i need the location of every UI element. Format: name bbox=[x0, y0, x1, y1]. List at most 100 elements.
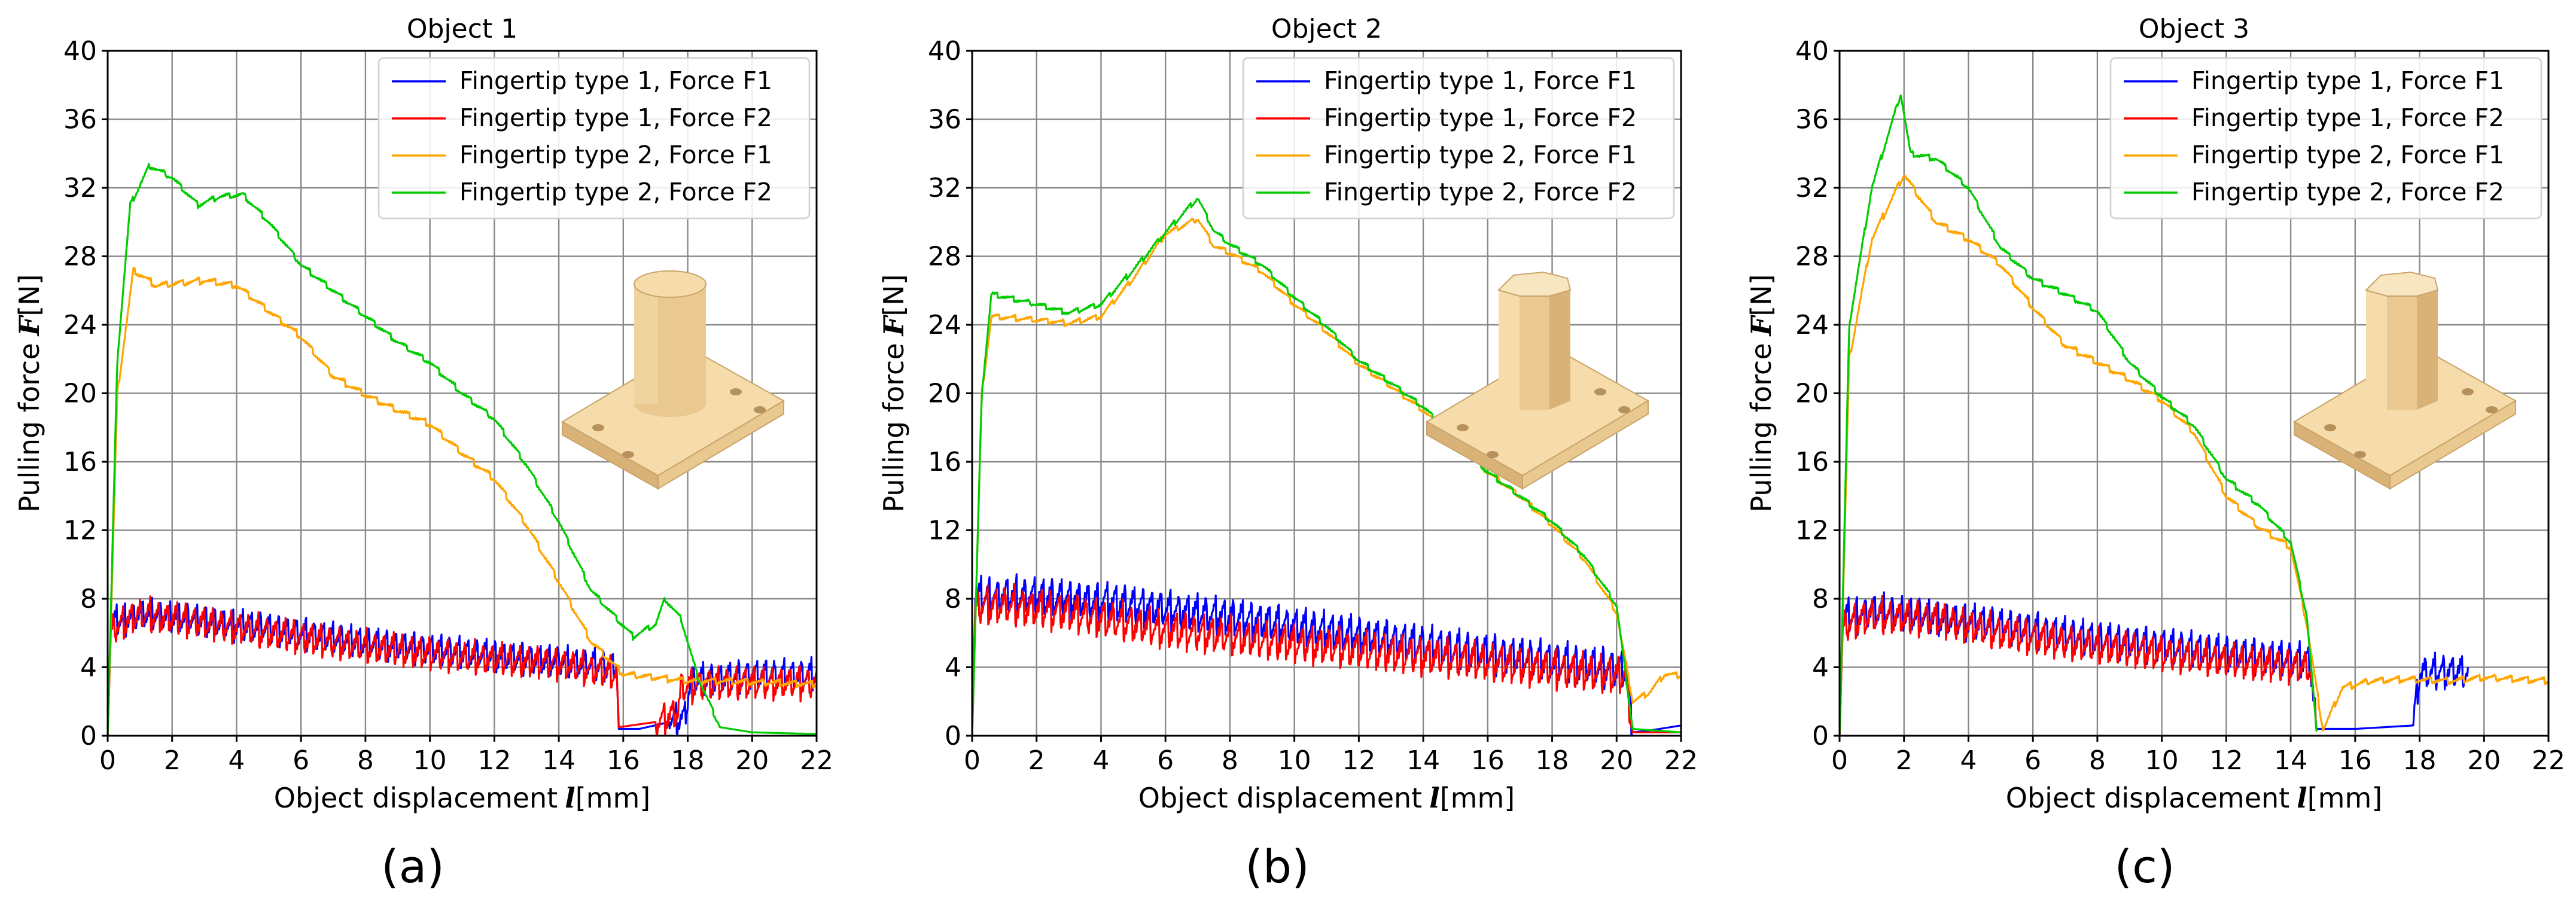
legend-item: Fingertip type 1, Force F2 bbox=[1324, 103, 1637, 132]
legend: Fingertip type 1, Force F1 Fingertip type… bbox=[1242, 57, 1675, 220]
legend: Fingertip type 1, Force F1 Fingertip type… bbox=[2109, 57, 2542, 220]
chart-panel-2: 0 2 4 6 8 10 12 14 16 18 20 220481216202428323640Ob… bbox=[878, 14, 1698, 893]
y-tick-label: 8 bbox=[945, 584, 961, 614]
y-tick-label: 40 bbox=[1795, 36, 1829, 66]
y-tick-label: 0 bbox=[1812, 721, 1829, 751]
x-tick-label: 12 bbox=[2209, 745, 2243, 776]
y-tick-label: 8 bbox=[80, 584, 97, 614]
legend-item: Fingertip type 2, Force F1 bbox=[1324, 141, 1637, 169]
series-line-3 bbox=[108, 266, 817, 736]
chart-panel-3: 0 2 4 6 8 10 12 14 16 18 20 220481216202428323640Ob… bbox=[1745, 14, 2565, 893]
y-tick-label: 12 bbox=[928, 516, 961, 546]
x-tick-label: 2 bbox=[1028, 745, 1045, 776]
x-tick-label: 20 bbox=[1600, 745, 1633, 776]
y-tick-label: 24 bbox=[63, 310, 97, 340]
legend-item: Fingertip type 1, Force F1 bbox=[1324, 66, 1637, 95]
x-tick-label: 4 bbox=[1960, 745, 1977, 776]
x-tick-label: 8 bbox=[1222, 745, 1238, 776]
x-tick-label: 20 bbox=[735, 745, 769, 776]
x-tick-label: 10 bbox=[2145, 745, 2179, 776]
y-tick-label: 16 bbox=[1795, 447, 1829, 477]
x-tick-label: 14 bbox=[1406, 745, 1440, 776]
y-tick-label: 4 bbox=[80, 653, 97, 683]
y-tick-label: 16 bbox=[928, 447, 961, 477]
x-tick-label: 14 bbox=[542, 745, 576, 776]
x-tick-label: 18 bbox=[1536, 745, 1569, 776]
y-tick-label: 40 bbox=[63, 36, 97, 66]
x-tick-label: 18 bbox=[2403, 745, 2437, 776]
y-tick-label: 28 bbox=[63, 242, 97, 272]
chart-panel-1: 0 2 4 6 8 10 12 14 16 18 20 220481216202428323640Ob… bbox=[13, 14, 833, 893]
y-tick-label: 4 bbox=[1812, 653, 1829, 683]
y-tick-label: 16 bbox=[63, 447, 97, 477]
x-tick-label: 8 bbox=[2089, 745, 2106, 776]
panel-label: (b) bbox=[1245, 840, 1310, 893]
x-tick-label: 4 bbox=[228, 745, 245, 776]
x-tick-label: 12 bbox=[477, 745, 511, 776]
x-tick-label: 20 bbox=[2467, 745, 2501, 776]
chart-title: Object 3 bbox=[2139, 14, 2249, 44]
x-tick-label: 18 bbox=[671, 745, 705, 776]
x-tick-label: 6 bbox=[1157, 745, 1174, 776]
x-tick-label: 14 bbox=[2274, 745, 2307, 776]
y-tick-label: 24 bbox=[928, 310, 961, 340]
legend-item: Fingertip type 1, Force F1 bbox=[459, 66, 772, 95]
series-line-4 bbox=[108, 163, 817, 736]
series-line-4 bbox=[1840, 94, 2318, 736]
legend-item: Fingertip type 2, Force F2 bbox=[459, 178, 772, 206]
y-axis-label: Pulling forceF[N] bbox=[1745, 274, 1777, 512]
legend-item: Fingertip type 1, Force F2 bbox=[459, 103, 772, 132]
y-tick-label: 36 bbox=[928, 105, 961, 135]
series-line-2 bbox=[972, 583, 1681, 736]
y-tick-label: 20 bbox=[1795, 379, 1829, 409]
legend-item: Fingertip type 2, Force F1 bbox=[459, 141, 772, 169]
x-tick-label: 0 bbox=[99, 745, 116, 776]
y-tick-label: 36 bbox=[1795, 105, 1829, 135]
object-illustration bbox=[561, 270, 785, 490]
x-tick-label: 0 bbox=[1831, 745, 1848, 776]
series-line-2 bbox=[108, 595, 817, 736]
x-tick-label: 8 bbox=[357, 745, 374, 776]
y-tick-label: 4 bbox=[945, 653, 961, 683]
x-tick-label: 16 bbox=[607, 745, 640, 776]
y-tick-label: 28 bbox=[1795, 242, 1829, 272]
legend-item: Fingertip type 2, Force F2 bbox=[2191, 178, 2504, 206]
y-tick-label: 32 bbox=[63, 173, 97, 203]
y-axis-label: Pulling forceF[N] bbox=[878, 274, 910, 512]
legend: Fingertip type 1, Force F1 Fingertip type… bbox=[377, 57, 811, 220]
x-axis-label: Object displacement l[mm] bbox=[274, 782, 650, 814]
y-tick-label: 8 bbox=[1812, 584, 1829, 614]
x-tick-label: 16 bbox=[2339, 745, 2372, 776]
y-tick-label: 0 bbox=[80, 721, 97, 751]
x-tick-label: 6 bbox=[293, 745, 309, 776]
x-tick-label: 10 bbox=[413, 745, 447, 776]
y-tick-label: 28 bbox=[928, 242, 961, 272]
object-illustration bbox=[2293, 271, 2517, 490]
y-tick-label: 32 bbox=[1795, 173, 1829, 203]
x-axis-label: Object displacement l[mm] bbox=[2006, 782, 2382, 814]
x-tick-label: 6 bbox=[2024, 745, 2041, 776]
x-tick-label: 2 bbox=[1896, 745, 1913, 776]
series-line-2 bbox=[1840, 595, 2318, 736]
y-tick-label: 36 bbox=[63, 105, 97, 135]
y-tick-label: 0 bbox=[945, 721, 961, 751]
panel-label: (a) bbox=[381, 840, 444, 893]
y-tick-label: 20 bbox=[63, 379, 97, 409]
legend-item: Fingertip type 2, Force F2 bbox=[1324, 178, 1637, 206]
legend-item: Fingertip type 2, Force F1 bbox=[2191, 141, 2504, 169]
y-tick-label: 12 bbox=[1795, 516, 1829, 546]
y-tick-label: 12 bbox=[63, 516, 97, 546]
series-line-4 bbox=[972, 197, 1681, 736]
y-tick-label: 24 bbox=[1795, 310, 1829, 340]
series-line-3 bbox=[1840, 175, 2548, 736]
legend-item: Fingertip type 1, Force F2 bbox=[2191, 103, 2504, 132]
y-tick-label: 20 bbox=[928, 379, 961, 409]
x-axis-label: Object displacement l[mm] bbox=[1138, 782, 1515, 814]
object-illustration bbox=[1426, 271, 1649, 490]
panel-label: (c) bbox=[2114, 840, 2175, 893]
chart-title: Object 2 bbox=[1271, 14, 1382, 44]
chart-title: Object 1 bbox=[407, 14, 517, 44]
x-tick-label: 10 bbox=[1278, 745, 1311, 776]
x-tick-label: 4 bbox=[1092, 745, 1109, 776]
